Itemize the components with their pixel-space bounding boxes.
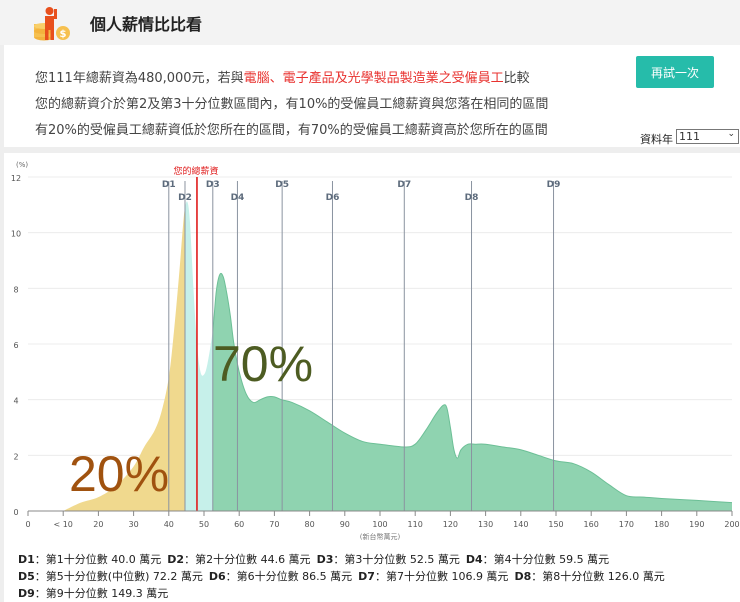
y-tick-label: 8 bbox=[13, 285, 18, 294]
y-tick-label: 0 bbox=[13, 508, 18, 517]
decile-label-d7: D7 bbox=[397, 180, 411, 190]
x-tick-label: 0 bbox=[25, 520, 30, 529]
legend-item-d8: D8：第8十分位數 126.0 萬元 bbox=[514, 570, 665, 583]
x-tick-label: 180 bbox=[654, 520, 669, 529]
y-axis-unit: (%) bbox=[16, 161, 28, 169]
y-tick-label: 12 bbox=[11, 174, 21, 183]
page-header: $ 個人薪情比比看 bbox=[0, 0, 740, 45]
x-tick-label: 30 bbox=[129, 520, 139, 529]
x-tick-label: 170 bbox=[619, 520, 634, 529]
year-label: 資料年 bbox=[640, 133, 673, 146]
below-region-area bbox=[63, 207, 185, 511]
x-tick-label: 160 bbox=[584, 520, 599, 529]
y-tick-label: 4 bbox=[13, 397, 18, 406]
y-tick-label: 10 bbox=[11, 230, 21, 239]
summary-prefix: 您111年總薪資為480,000元，若與 bbox=[35, 71, 244, 86]
x-tick-label: 110 bbox=[408, 520, 423, 529]
decile-label-d9: D9 bbox=[547, 180, 561, 190]
legend-row: D9：第9十分位數 149.3 萬元 bbox=[18, 585, 174, 601]
year-select-value: 111 bbox=[679, 130, 700, 143]
legend-item-d9: D9：第9十分位數 149.3 萬元 bbox=[18, 587, 169, 600]
svg-text:$: $ bbox=[60, 29, 67, 40]
legend-row: D5：第5十分位數(中位數) 72.2 萬元 D6：第6十分位數 86.5 萬元 D… bbox=[18, 568, 671, 584]
summary-line-1: 您111年總薪資為480,000元，若與電腦、電子產品及光學製品製造業之受僱員工… bbox=[35, 67, 530, 86]
x-tick-label: 200 bbox=[724, 520, 739, 529]
x-tick-label: 100 bbox=[372, 520, 387, 529]
industry-highlight: 電腦、電子產品及光學製品製造業之受僱員工 bbox=[243, 71, 504, 86]
above-region-area bbox=[212, 273, 732, 511]
x-tick-label: 130 bbox=[478, 520, 493, 529]
page-title: 個人薪情比比看 bbox=[90, 15, 203, 34]
same-region-area bbox=[184, 201, 213, 511]
legend-item-d6: D6：第6十分位數 86.5 萬元 bbox=[208, 570, 353, 583]
x-tick-label: 60 bbox=[234, 520, 244, 529]
legend-item-d4: D4：第4十分位數 59.5 萬元 bbox=[465, 553, 610, 566]
x-tick-label: 40 bbox=[164, 520, 174, 529]
x-tick-label: 50 bbox=[199, 520, 209, 529]
chevron-down-icon: ⌄ bbox=[727, 129, 735, 139]
decile-label-d1: D1 bbox=[162, 180, 176, 190]
decile-label-d8: D8 bbox=[465, 193, 479, 203]
decile-label-d2: D2 bbox=[178, 193, 192, 203]
legend-item-d3: D3：第3十分位數 52.5 萬元 bbox=[316, 553, 460, 566]
x-tick-label: 90 bbox=[340, 520, 350, 529]
x-tick-label: 150 bbox=[548, 520, 563, 529]
y-tick-label: 2 bbox=[13, 452, 18, 461]
below-percent-label: 20% bbox=[69, 446, 169, 502]
x-tick-label: < 10 bbox=[53, 520, 72, 529]
x-tick-label: 190 bbox=[689, 520, 704, 529]
decile-label-d5: D5 bbox=[275, 180, 289, 190]
decile-label-d6: D6 bbox=[326, 193, 340, 203]
year-select[interactable]: 111 ⌄ bbox=[676, 129, 739, 144]
summary-line-3: 有20%的受僱員工總薪資低於您所在的區間，有70%的受僱員工總薪資高於您所在的區… bbox=[35, 123, 548, 138]
salary-coins-person-icon: $ bbox=[34, 7, 70, 41]
x-tick-label: 140 bbox=[513, 520, 528, 529]
retry-button[interactable]: 再試一次 bbox=[636, 56, 714, 88]
legend-row: D1：第1十分位數 40.0 萬元 D2：第2十分位數 44.6 萬元 D3：第3十… bbox=[18, 551, 615, 567]
x-tick-label: 120 bbox=[443, 520, 458, 529]
legend-item-d1: D1：第1十分位數 40.0 萬元 bbox=[18, 553, 162, 566]
x-tick-label: 20 bbox=[93, 520, 103, 529]
above-percent-label: 70% bbox=[213, 336, 313, 392]
decile-label-d3: D3 bbox=[206, 180, 220, 190]
density-curve bbox=[212, 272, 733, 504]
x-tick-label: 80 bbox=[305, 520, 315, 529]
decile-label-d4: D4 bbox=[231, 193, 245, 203]
summary-line-2: 您的總薪資介於第2及第3十分位數區間內，有10%的受僱員工總薪資與您落在相同的區… bbox=[35, 97, 549, 112]
legend-item-d5: D5：第5十分位數(中位數) 72.2 萬元 bbox=[18, 570, 203, 583]
legend-item-d7: D7：第7十分位數 106.9 萬元 bbox=[358, 570, 509, 583]
summary-suffix: 比較 bbox=[503, 71, 530, 86]
x-axis-unit: (新台幣萬元) bbox=[360, 532, 401, 541]
salary-distribution-chart: 0 2 4 6 8 10 12 (%) D1 D2 D3 D4 D5 D6 D7 D8 D9 您的總薪資 20% 70… bbox=[4, 153, 740, 602]
y-tick-label: 6 bbox=[13, 341, 18, 350]
result-panel: 您111年總薪資為480,000元，若與電腦、電子產品及光學製品製造業之受僱員工… bbox=[4, 45, 740, 147]
legend-item-d2: D2：第2十分位數 44.6 萬元 bbox=[167, 553, 311, 566]
x-tick-label: 70 bbox=[269, 520, 279, 529]
your-salary-label: 您的總薪資 bbox=[173, 165, 218, 177]
